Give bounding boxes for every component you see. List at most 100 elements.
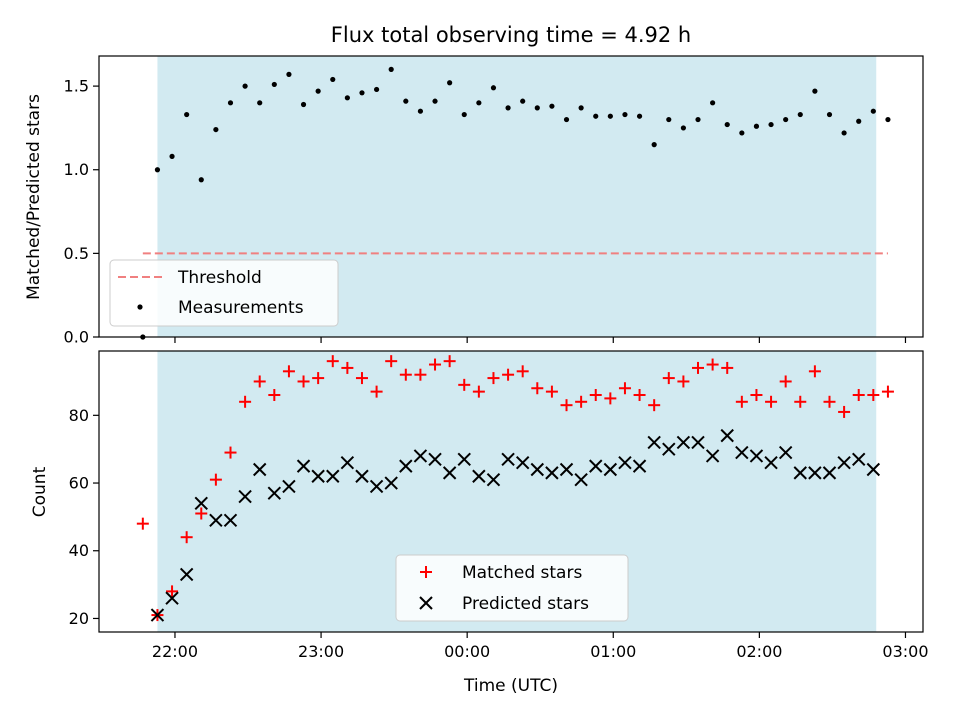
matched-star-point [750, 389, 763, 402]
measurement-point [286, 71, 292, 77]
ratio-panel: 0.0 0.5 1.0 1.5 Matched/Predicted stars Thr… [24, 55, 924, 347]
matched-star-point [633, 389, 646, 402]
matched-star-point [794, 395, 807, 408]
predicted-star-point [647, 435, 661, 450]
matched-star-point [195, 507, 208, 520]
measurement-point [826, 111, 833, 118]
measurement-point [461, 111, 467, 118]
predicted-star-point [735, 445, 749, 460]
legend-measurements-label: Measurements [178, 298, 304, 318]
matched-star-point [399, 368, 412, 381]
predicted-star-point [457, 452, 471, 467]
matched-star-point [706, 358, 719, 371]
predicted-star-point [574, 472, 588, 487]
matched-star-point [326, 355, 339, 368]
measurement-point [344, 95, 350, 101]
y-tick-label: 1.0 [64, 160, 89, 179]
matched-star-point [180, 531, 193, 544]
measurement-point [651, 142, 657, 148]
legend-threshold-label: Threshold [177, 268, 262, 288]
legend-predicted-swatch [419, 596, 433, 610]
predicted-star-point [179, 567, 194, 582]
measurement-point [505, 105, 511, 111]
predicted-star-point [837, 456, 851, 470]
predicted-star-point [749, 449, 764, 463]
matched-star-point [545, 385, 558, 398]
matched-star-point [429, 358, 442, 371]
measurement-point [636, 113, 643, 119]
measurement-point [373, 86, 380, 93]
x-tick-label: 01:00 [590, 642, 636, 661]
predicted-star-point [238, 489, 252, 504]
matched-star-point [502, 368, 515, 381]
measurement-point [388, 66, 394, 72]
measurement-point [739, 130, 745, 136]
matched-star-point [735, 395, 748, 408]
predicted-star-point [530, 462, 545, 477]
measurement-point [169, 153, 175, 159]
predicted-star-point [676, 435, 691, 450]
predicted-star-point [267, 486, 282, 500]
predicted-star-point [603, 462, 618, 477]
measurement-point [607, 113, 613, 119]
measurement-point [622, 111, 628, 118]
predicted-star-point [515, 456, 530, 470]
measurement-point [213, 126, 219, 133]
predicted-star-point [150, 608, 165, 622]
measurement-point [578, 105, 584, 111]
predicted-star-point [618, 456, 632, 470]
matched-star-point [282, 365, 295, 378]
ratio-panel-legend: Threshold Measurements [109, 259, 339, 327]
measurement-point [520, 98, 526, 104]
matched-star-point [370, 385, 383, 398]
matched-star-point [867, 389, 880, 402]
matched-star-point [604, 392, 617, 405]
predicted-star-point [194, 496, 208, 511]
measurement-point [534, 105, 540, 111]
measurement-point [417, 108, 424, 114]
matched-star-point [779, 375, 792, 388]
matched-star-point [838, 405, 851, 418]
measurement-point [812, 88, 818, 94]
measurement-point [198, 177, 204, 183]
measurement-point [271, 81, 277, 88]
measurement-point [359, 90, 365, 96]
y-tick-label: 80 [69, 406, 89, 425]
predicted-star-point [559, 462, 574, 477]
measurement-point [783, 116, 789, 123]
predicted-star-point [223, 513, 238, 527]
measurement-point [841, 130, 847, 136]
measurement-point [154, 167, 161, 173]
y-tick-label: 60 [69, 474, 89, 493]
predicted-star-point [545, 466, 559, 480]
y-tick-label: 40 [69, 541, 89, 560]
measurement-point [666, 116, 672, 123]
predicted-star-point [852, 452, 866, 467]
matched-star-point [355, 372, 368, 385]
y-tick-label: 20 [69, 609, 89, 628]
predicted-star-point [413, 449, 428, 463]
matched-star-point [239, 395, 252, 408]
predicted-star-point [472, 469, 486, 483]
measurement-point [403, 98, 409, 104]
matched-star-point [341, 361, 354, 374]
measurement-point [549, 103, 555, 109]
y-tick-label: 1.5 [64, 77, 89, 96]
measurement-point [227, 100, 234, 106]
matched-star-point [516, 365, 529, 378]
measurement-point [330, 76, 336, 83]
measurement-point [870, 108, 876, 114]
measurement-point [724, 121, 730, 128]
matched-star-point [297, 375, 310, 388]
predicted-star-point [428, 452, 442, 467]
measurement-point [768, 121, 774, 128]
measurement-point [242, 83, 248, 89]
measurement-point [710, 100, 716, 106]
predicted-star-point [486, 472, 501, 487]
legend-matched-label: Matched stars [462, 563, 582, 583]
predicted-star-point [311, 469, 325, 483]
x-tick-label: 00:00 [444, 642, 490, 661]
predicted-star-point [253, 462, 267, 477]
matched-star-point [765, 395, 778, 408]
